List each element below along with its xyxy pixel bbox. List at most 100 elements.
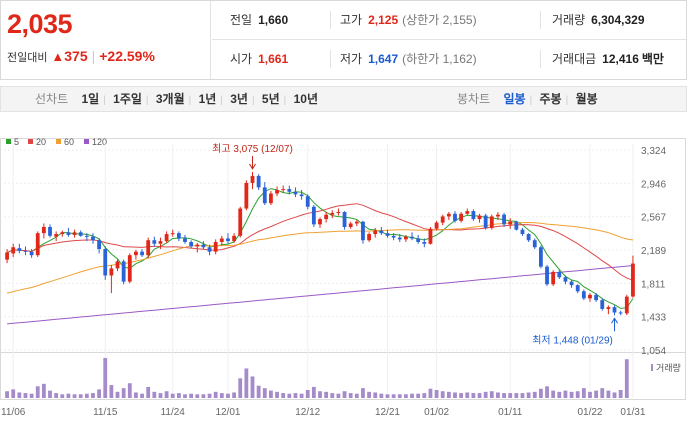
volume-bar <box>84 393 89 398</box>
volume-bar <box>471 393 476 398</box>
period-1d-button[interactable]: 1일 <box>81 92 100 106</box>
period-1w-button[interactable]: 1주일 <box>113 92 142 106</box>
volume-bar <box>183 394 187 398</box>
candle-body <box>618 312 623 314</box>
candle-body <box>195 244 200 247</box>
candle-body <box>201 244 206 248</box>
volume-bar <box>232 392 236 398</box>
period-weekly-button[interactable]: 주봉 <box>539 92 562 106</box>
volume-bar <box>256 385 261 398</box>
period-3y-button[interactable]: 3년 <box>230 92 248 106</box>
candle-body <box>269 193 273 204</box>
candle-body <box>397 237 402 240</box>
volume-bar <box>416 393 421 398</box>
volume-bar <box>127 383 132 398</box>
volume-bar <box>563 390 568 398</box>
legend-swatch-120 <box>84 139 89 144</box>
period-5y-button[interactable]: 5년 <box>261 92 280 106</box>
candle-body <box>72 232 77 235</box>
candle-body <box>496 214 500 217</box>
volume-bar <box>287 393 292 398</box>
candle-body <box>311 206 316 225</box>
volume-bar <box>453 392 457 398</box>
candle-body <box>361 221 365 241</box>
volume-bar <box>367 391 371 398</box>
stock-quote-panel: 2,035 전일대비 ▲375 | +22.59% 전일 1,660 고가 2,125(… <box>0 0 687 80</box>
candle-body <box>600 300 605 309</box>
volume-bar <box>532 391 537 398</box>
candle-body <box>226 238 230 242</box>
volume-bar <box>109 385 114 398</box>
candle-body <box>121 261 126 282</box>
candle-body <box>489 216 494 228</box>
low-annotation: 최저 1,448 (01/29) <box>532 334 613 346</box>
candle-body <box>520 229 525 235</box>
candle-body <box>588 294 592 299</box>
volume-bar <box>293 393 298 398</box>
candle-body <box>134 251 138 256</box>
high-arrow-head <box>249 163 256 170</box>
x-tick-label: 01/11 <box>498 407 523 418</box>
x-tick-label: 12/21 <box>375 407 400 418</box>
x-tick-label: 01/22 <box>577 407 602 418</box>
candle-body <box>219 238 224 242</box>
volume-bar <box>164 391 169 398</box>
candle-body <box>84 235 89 237</box>
volume-bar <box>446 391 451 398</box>
x-tick-label: 11/06 <box>1 407 26 418</box>
period-10y-button[interactable]: 10년 <box>293 92 318 106</box>
candle-body <box>373 230 378 235</box>
volume-bar <box>465 392 470 398</box>
x-tick-label: 01/02 <box>424 407 449 418</box>
x-tick-label: 11/15 <box>93 407 118 418</box>
volume-bar <box>612 392 617 398</box>
volume-bar <box>508 393 513 398</box>
volume-bar <box>213 391 218 398</box>
volume-bar <box>195 394 200 398</box>
change-rate: +22.59% <box>99 48 155 64</box>
candle-body <box>66 232 71 235</box>
volume-bar <box>618 390 623 398</box>
change-label: 전일대비 <box>7 52 48 64</box>
candle-body <box>275 190 279 194</box>
candle-body <box>189 241 194 247</box>
x-tick-label: 11/24 <box>161 407 186 418</box>
volume-bar <box>428 388 433 398</box>
candle-body <box>238 208 243 236</box>
volume-bar <box>588 391 592 398</box>
legend-label-120: 120 <box>92 137 107 147</box>
candle-body <box>5 252 9 260</box>
volume-bar <box>354 393 359 398</box>
volume-bar <box>410 393 414 398</box>
volume-bar <box>422 393 427 398</box>
quote-details: 전일 1,660 고가 2,125 (상한가 2,155) 거래량 6,304,329 … <box>212 1 686 79</box>
candle-body <box>207 247 212 252</box>
candle-body <box>428 228 433 244</box>
candle-body <box>551 271 556 285</box>
period-1y-button[interactable]: 1년 <box>198 92 217 106</box>
volume-bar <box>520 393 525 398</box>
candle-body <box>483 215 488 228</box>
y-tick-label: 1,811 <box>641 279 666 290</box>
open-price: 시가 1,661 <box>230 52 289 66</box>
period-daily-button[interactable]: 일봉 <box>503 92 526 106</box>
candle-body <box>563 277 568 282</box>
volume-bar <box>557 391 562 398</box>
volume-bar <box>176 393 181 398</box>
period-3m-button[interactable]: 3개월 <box>155 92 185 106</box>
candle-body <box>78 232 83 236</box>
candle-body <box>164 234 169 242</box>
volume-label: 거래량 <box>656 362 681 373</box>
volume-bar <box>281 393 286 398</box>
chart-frame <box>0 138 686 400</box>
up-triangle-icon: ▲ <box>51 49 65 64</box>
volume-bar <box>41 383 46 398</box>
candle-body <box>532 240 537 248</box>
volume-bar <box>330 393 335 398</box>
candle-body <box>97 240 102 250</box>
volume-bar <box>526 392 531 398</box>
volume-bar <box>91 393 95 398</box>
period-monthly-button[interactable]: 월봉 <box>575 92 598 106</box>
candle-body <box>41 227 46 234</box>
volume-bar <box>48 390 52 398</box>
